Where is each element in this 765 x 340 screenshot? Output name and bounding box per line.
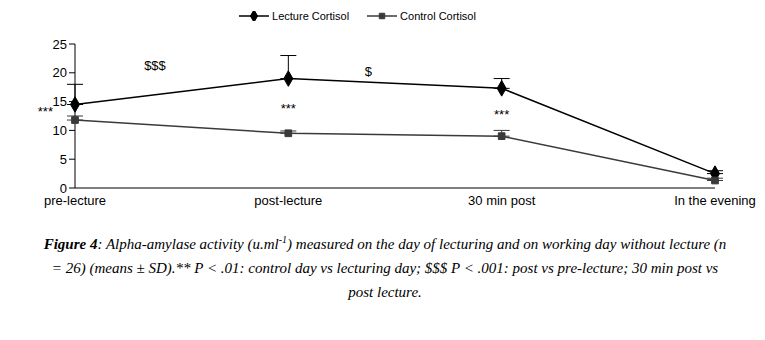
svg-text:30 min post: 30 min post — [468, 193, 536, 208]
svg-text:$$$: $$$ — [144, 58, 166, 73]
svg-text:5: 5 — [60, 152, 67, 167]
html-text:Figure 4: Alpha-amylase activi: Figure 4: Alpha-amylase activity (u.ml-1… — [43, 234, 727, 300]
svg-text:***: *** — [494, 107, 509, 122]
svg-text:post-lecture: post-lecture — [254, 193, 322, 208]
svg-text:pre-lecture: pre-lecture — [44, 193, 106, 208]
svg-text:10: 10 — [53, 123, 67, 138]
html-text:Control Cortisol: Control Cortisol — [400, 10, 476, 22]
svg-text:In the evening: In the evening — [674, 193, 756, 208]
svg-text:20: 20 — [53, 65, 67, 80]
svg-text:25: 25 — [53, 37, 67, 52]
svg-text:15: 15 — [53, 94, 67, 109]
svg-text:***: *** — [38, 104, 53, 119]
svg-text:0: 0 — [60, 181, 67, 196]
html-text:Lecture Cortisol: Lecture Cortisol — [272, 10, 350, 22]
svg-text:***: *** — [281, 101, 296, 116]
svg-text:$: $ — [365, 64, 373, 79]
